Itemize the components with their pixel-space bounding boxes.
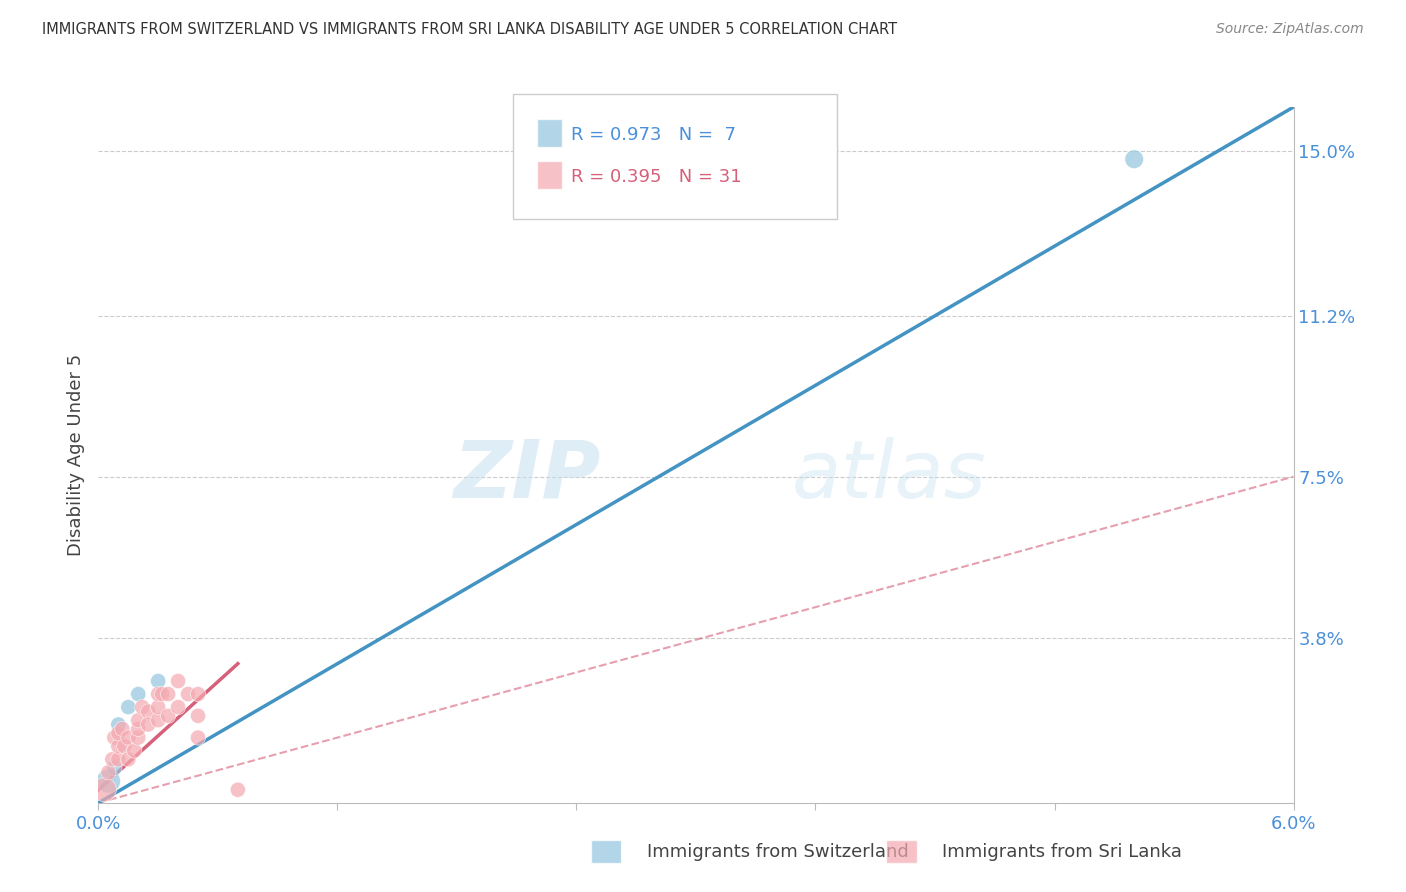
Point: [157, 687, 180, 701]
Text: ZIP: ZIP: [453, 437, 600, 515]
Text: atlas: atlas: [792, 437, 987, 515]
Point: [148, 700, 170, 714]
Point: [103, 761, 125, 775]
Point: [150, 687, 173, 701]
Point: [111, 722, 134, 736]
Point: [93, 782, 115, 797]
Point: [107, 739, 129, 754]
Point: [107, 717, 129, 731]
Point: [97, 774, 120, 789]
Point: [117, 700, 139, 714]
Point: [136, 705, 159, 719]
Point: [112, 739, 135, 754]
Point: [136, 717, 159, 731]
Point: [107, 726, 129, 740]
Point: [101, 752, 124, 766]
Point: [127, 731, 149, 745]
Point: [131, 700, 153, 714]
Point: [167, 700, 190, 714]
Point: [124, 744, 146, 758]
Point: [127, 713, 149, 727]
Point: [148, 713, 170, 727]
Text: Immigrants from Switzerland: Immigrants from Switzerland: [647, 843, 908, 861]
Point: [103, 731, 125, 745]
Point: [148, 674, 170, 689]
Point: [226, 782, 249, 797]
Point: [148, 687, 170, 701]
Point: [177, 687, 200, 701]
Point: [187, 731, 209, 745]
Text: Immigrants from Sri Lanka: Immigrants from Sri Lanka: [942, 843, 1182, 861]
Y-axis label: Disability Age Under 5: Disability Age Under 5: [66, 354, 84, 556]
Point: [127, 687, 149, 701]
Point: [187, 708, 209, 723]
Point: [97, 765, 120, 780]
Point: [127, 722, 149, 736]
Text: R = 0.973   N =  7: R = 0.973 N = 7: [571, 126, 735, 144]
Point: [187, 687, 209, 701]
Point: [167, 674, 190, 689]
Point: [1123, 152, 1146, 166]
Point: [117, 731, 139, 745]
Text: IMMIGRANTS FROM SWITZERLAND VS IMMIGRANTS FROM SRI LANKA DISABILITY AGE UNDER 5 : IMMIGRANTS FROM SWITZERLAND VS IMMIGRANT…: [42, 22, 897, 37]
Text: Source: ZipAtlas.com: Source: ZipAtlas.com: [1216, 22, 1364, 37]
Point: [107, 752, 129, 766]
Point: [157, 708, 180, 723]
Text: R = 0.395   N = 31: R = 0.395 N = 31: [571, 168, 741, 186]
Point: [117, 752, 139, 766]
